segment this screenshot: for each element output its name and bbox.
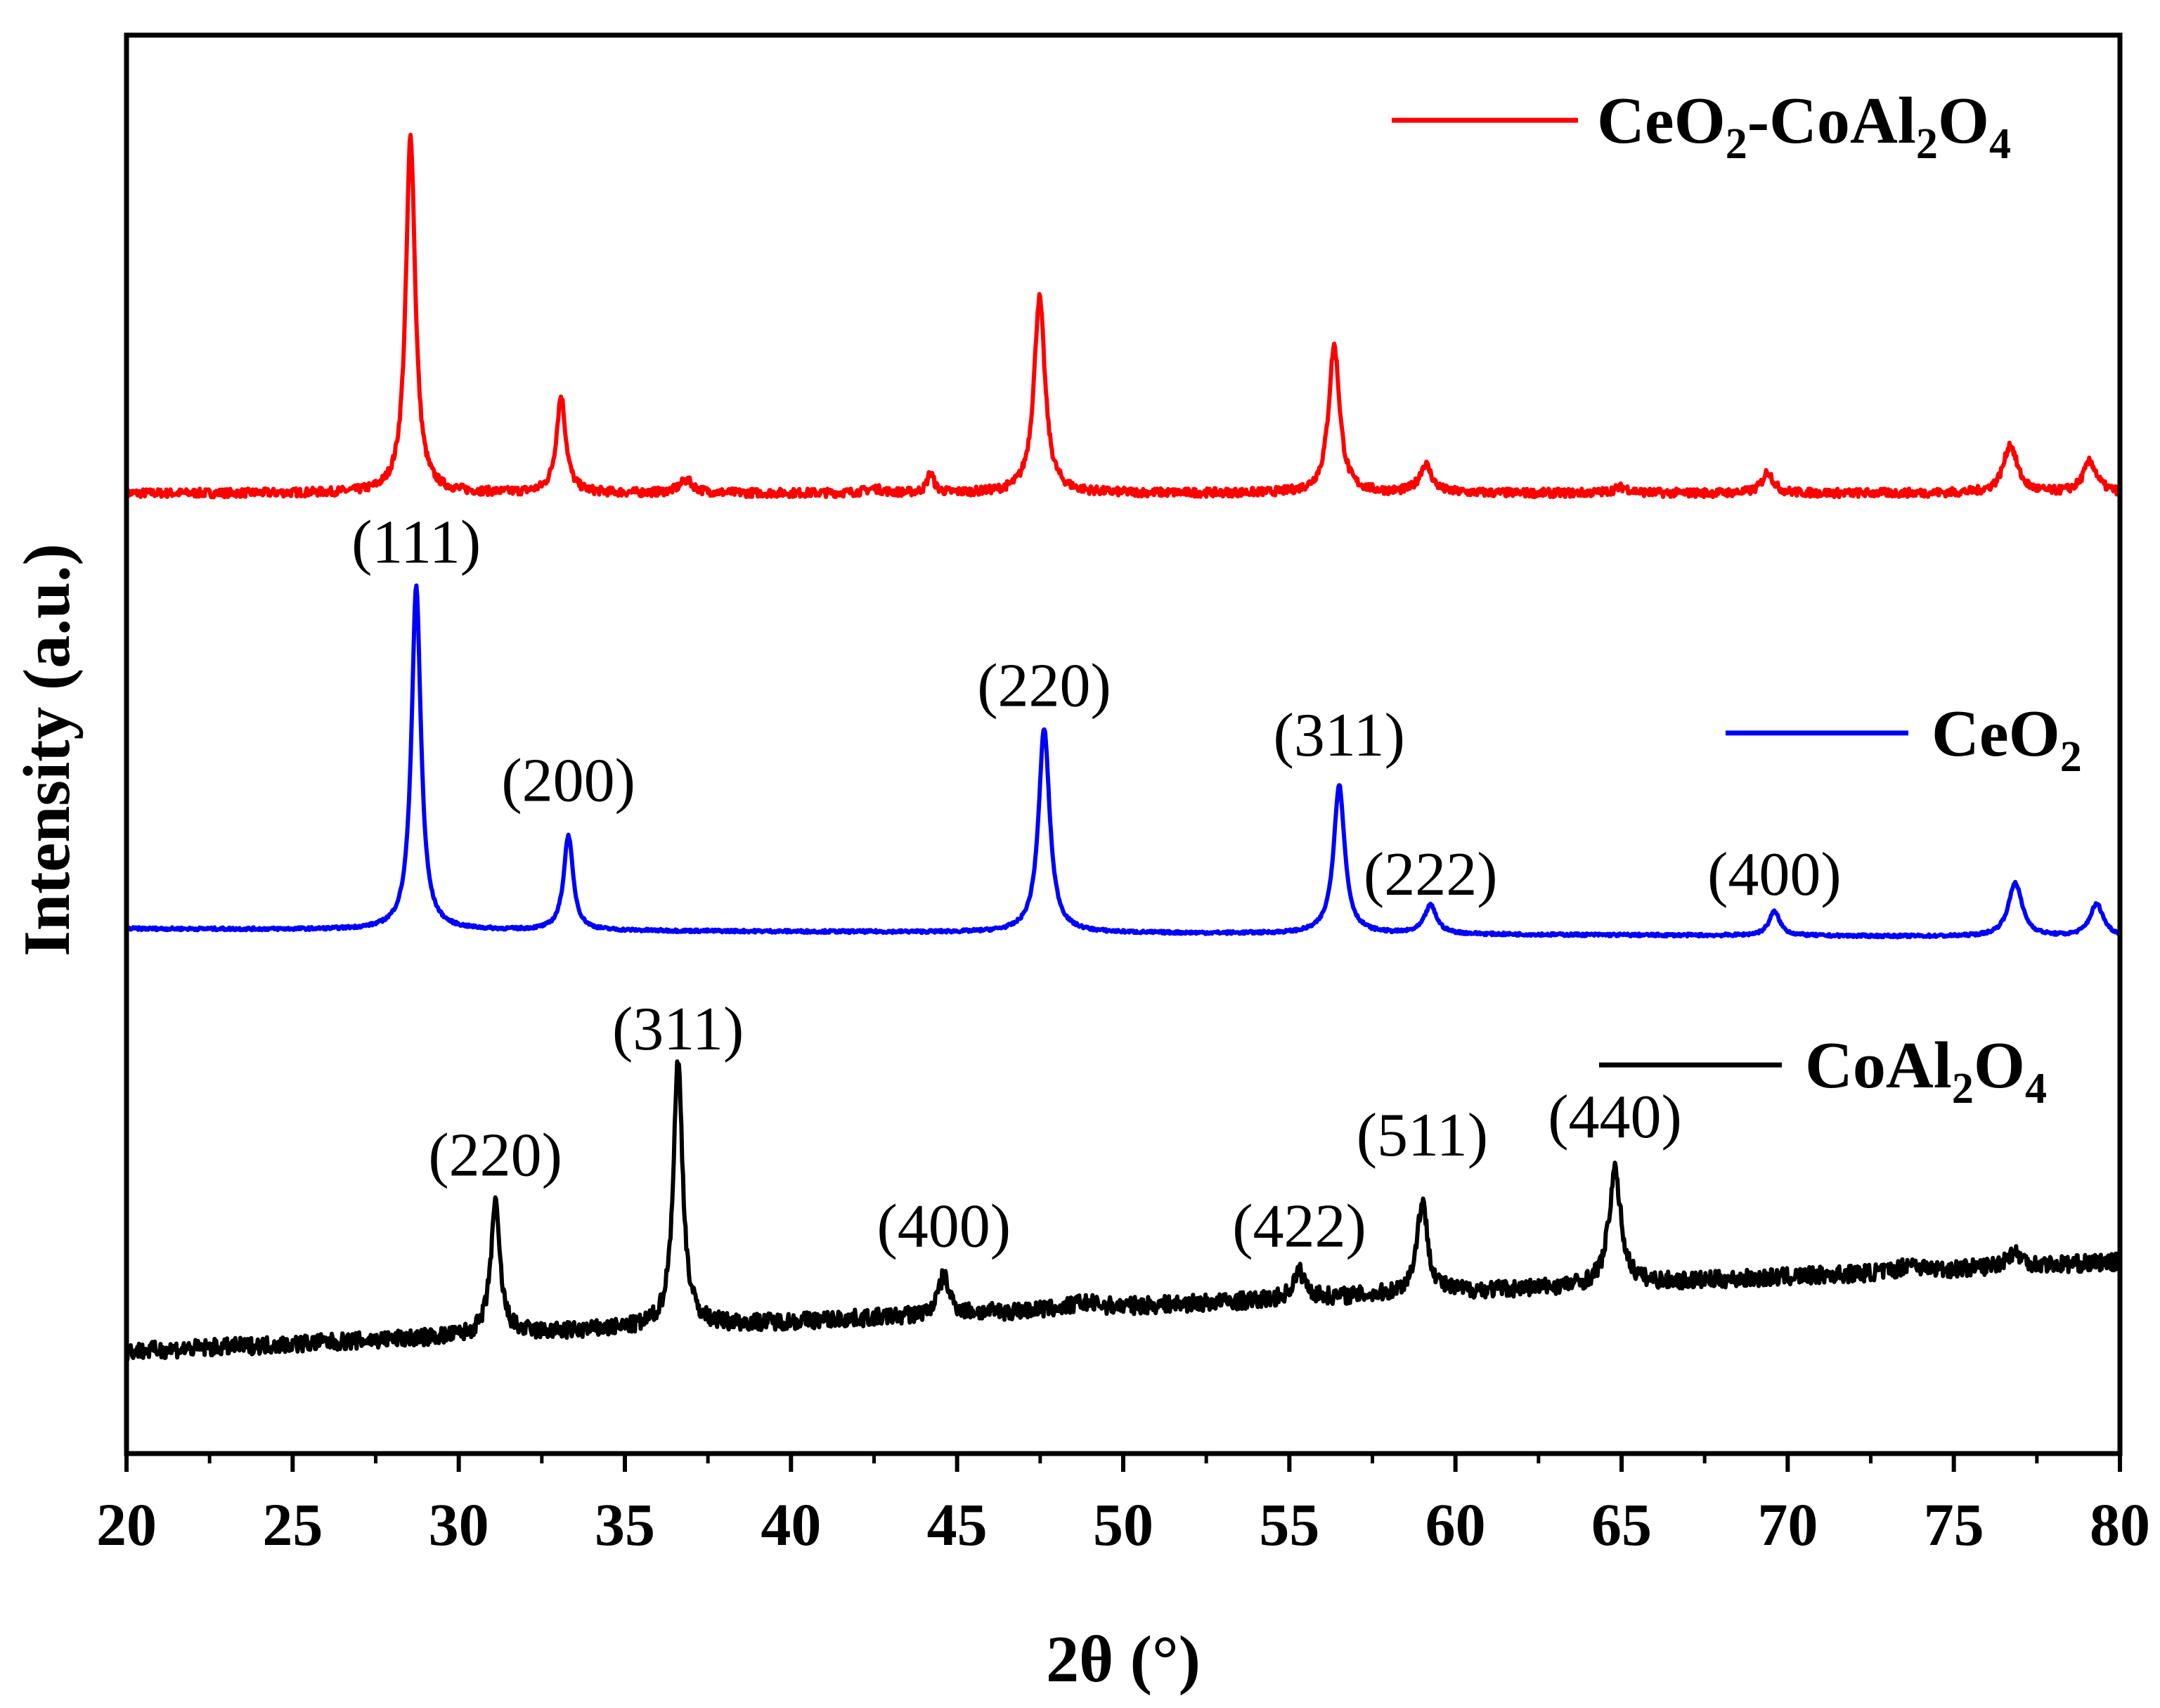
peak-label: (311): [612, 995, 744, 1063]
x-tick-label: 55: [1259, 1491, 1319, 1558]
x-tick-label: 35: [595, 1491, 655, 1558]
plot-frame: [124, 32, 2123, 1456]
peak-label: (400): [877, 1192, 1011, 1260]
x-tick-label: 25: [262, 1491, 323, 1558]
x-tick-label: 75: [1924, 1491, 1984, 1558]
peak-label: (220): [977, 652, 1111, 720]
series-traces: [124, 132, 2122, 1362]
series-line-1: [125, 583, 2121, 940]
peak-label: (222): [1364, 841, 1498, 909]
peak-label: (511): [1357, 1101, 1488, 1170]
series-line-2: [124, 1059, 2122, 1362]
peak-annotations: (111) (200) (220) (311) (222) (400) (311) (220)…: [351, 509, 1842, 1261]
peak-label: (111): [351, 509, 481, 577]
peak-label: (200): [501, 747, 635, 815]
x-tick-label: 40: [761, 1491, 821, 1558]
legend-label-0: CeO2-CoAl2O4: [1597, 84, 2011, 168]
peak-label: (440): [1548, 1083, 1682, 1151]
x-tick-label: 30: [429, 1491, 489, 1558]
y-axis-title: Intensity (a.u.): [11, 543, 84, 957]
peak-label: (422): [1232, 1192, 1366, 1260]
peak-label: (400): [1707, 841, 1842, 909]
peak-label: (311): [1274, 701, 1405, 770]
x-axis-title: 2θ (°): [1046, 1623, 1201, 1696]
legend-label-1: CeO2: [1932, 697, 2082, 781]
peak-label: (220): [428, 1121, 562, 1189]
x-tick-label: 65: [1591, 1491, 1652, 1558]
legend: CeO2-CoAl2O4 CeO2 CoAl2O4: [1392, 84, 2082, 1113]
x-tick-label: 70: [1757, 1491, 1818, 1558]
x-tick-label: 80: [2090, 1491, 2150, 1558]
series-line-0: [124, 132, 2122, 500]
x-tick-label: 50: [1093, 1491, 1153, 1558]
x-tick-label: 20: [96, 1491, 157, 1558]
x-tick-label: 45: [927, 1491, 988, 1558]
x-tick-label: 60: [1425, 1491, 1486, 1558]
legend-label-2: CoAl2O4: [1805, 1029, 2047, 1113]
x-axis-ticks: 20 25 30 35 40 45 50 55 60 65 70 75 80: [96, 1454, 2150, 1558]
